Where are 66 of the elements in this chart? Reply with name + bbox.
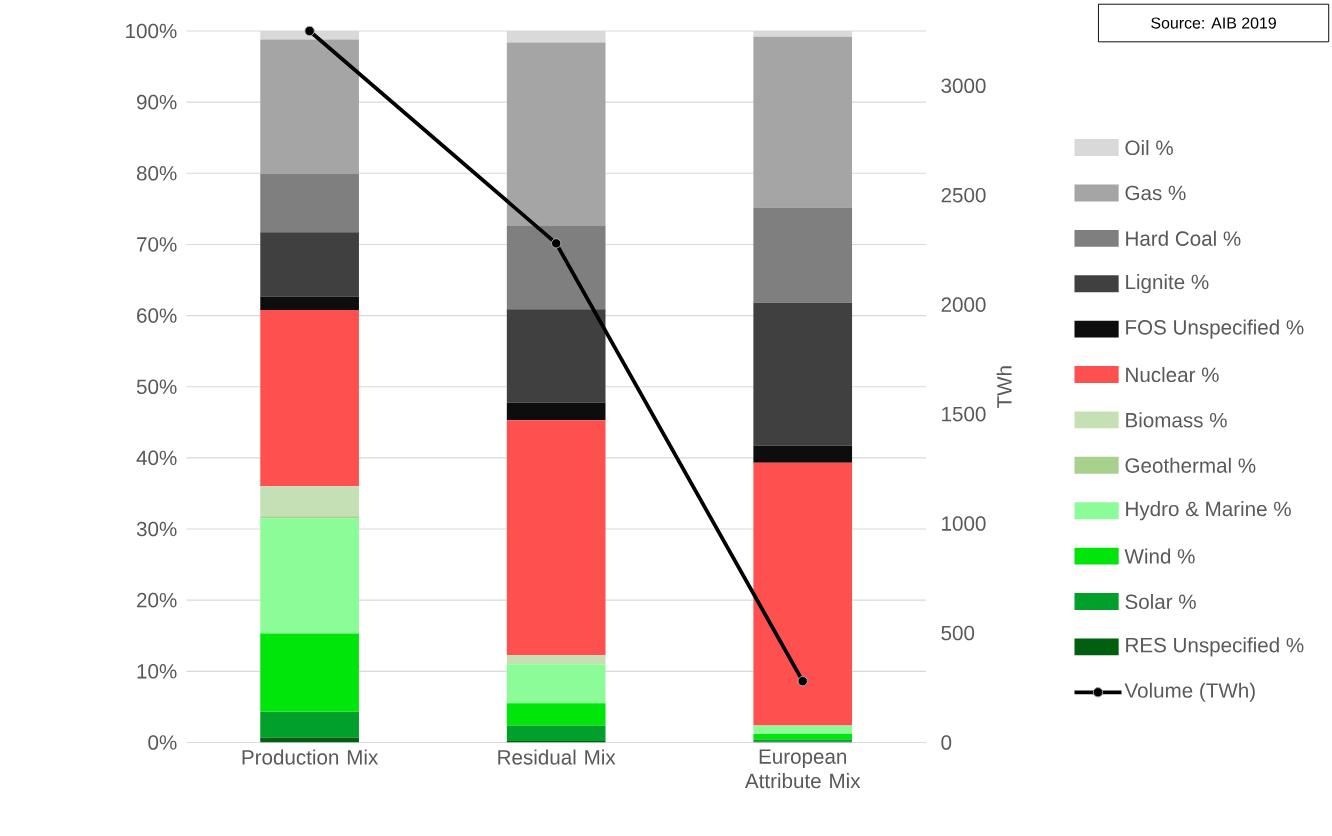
y-tick-label: 60% [137,308,177,323]
bar [753,207,853,303]
bar [260,486,359,516]
y2-tick-label: 1500 [942,406,986,422]
bar [260,518,359,634]
y-tick-label: 50% [136,379,177,394]
y-tick-label: 70% [137,236,177,252]
legend-label: Nuclear % [1126,366,1219,382]
bar [753,725,853,734]
bar [260,296,359,310]
x-tick-label: Residual Mix [498,749,616,765]
legend-label: Geothermal % [1125,457,1256,473]
y-tick-label: 100% [126,23,177,39]
bar [260,737,359,743]
legend-label: FOS Unspecified % [1126,319,1304,339]
legend-label: Lignite % [1126,273,1209,294]
bar [260,309,359,487]
bar [506,725,606,741]
point [551,237,562,249]
bar [753,36,853,208]
bar [260,39,359,174]
y-tick-label: 90% [137,94,177,110]
legend-label: Solar % [1125,593,1196,609]
source-note: Source: AIB 2019 [1151,17,1276,29]
y2-tick-label: 0 [941,734,952,750]
legend-label: RES Unspecified % [1126,637,1304,657]
legend-label: Biomass % [1126,412,1227,428]
bar [506,308,606,403]
point [797,675,808,687]
point [304,25,315,36]
bar [506,225,606,309]
bar [260,516,359,519]
y2-tick-label: 2000 [941,297,986,312]
y-tick-label: 10% [137,663,177,679]
bar [753,733,853,740]
bar [506,402,606,420]
bar [260,173,359,233]
y2-axis-title: TWh [996,366,1012,408]
legend-label: Hard Coal % [1126,230,1241,246]
legend-label: Gas % [1125,185,1186,201]
legend-label: Oil % [1125,139,1173,155]
bar [506,663,606,704]
bar [506,654,606,664]
legend-label: Hydro & Marine % [1126,500,1291,521]
y2-tick-label: 1000 [942,516,986,531]
bar [506,42,606,226]
legend-label: Wind % [1124,548,1195,564]
bar [753,302,853,446]
y-tick-label: 0% [148,734,177,750]
y2-tick-label: 2500 [941,187,986,203]
bar [260,633,359,712]
bar [753,445,853,463]
bar [753,462,853,726]
bar [506,419,606,655]
y2-tick-label: 500 [941,625,975,641]
bar [260,711,359,738]
y-tick-label: 30% [136,521,177,537]
x-tick-label: Production Mix [242,749,379,765]
x-tick-label: European Attribute Mix [744,749,861,789]
bar [506,703,606,726]
y2-tick-label: 3000 [941,78,986,93]
y-tick-label: 80% [136,165,177,181]
legend-label: Volume (TWh) [1124,682,1255,702]
y-tick-label: 40% [136,450,177,465]
y-tick-label: 20% [137,592,177,608]
bar [260,232,359,297]
